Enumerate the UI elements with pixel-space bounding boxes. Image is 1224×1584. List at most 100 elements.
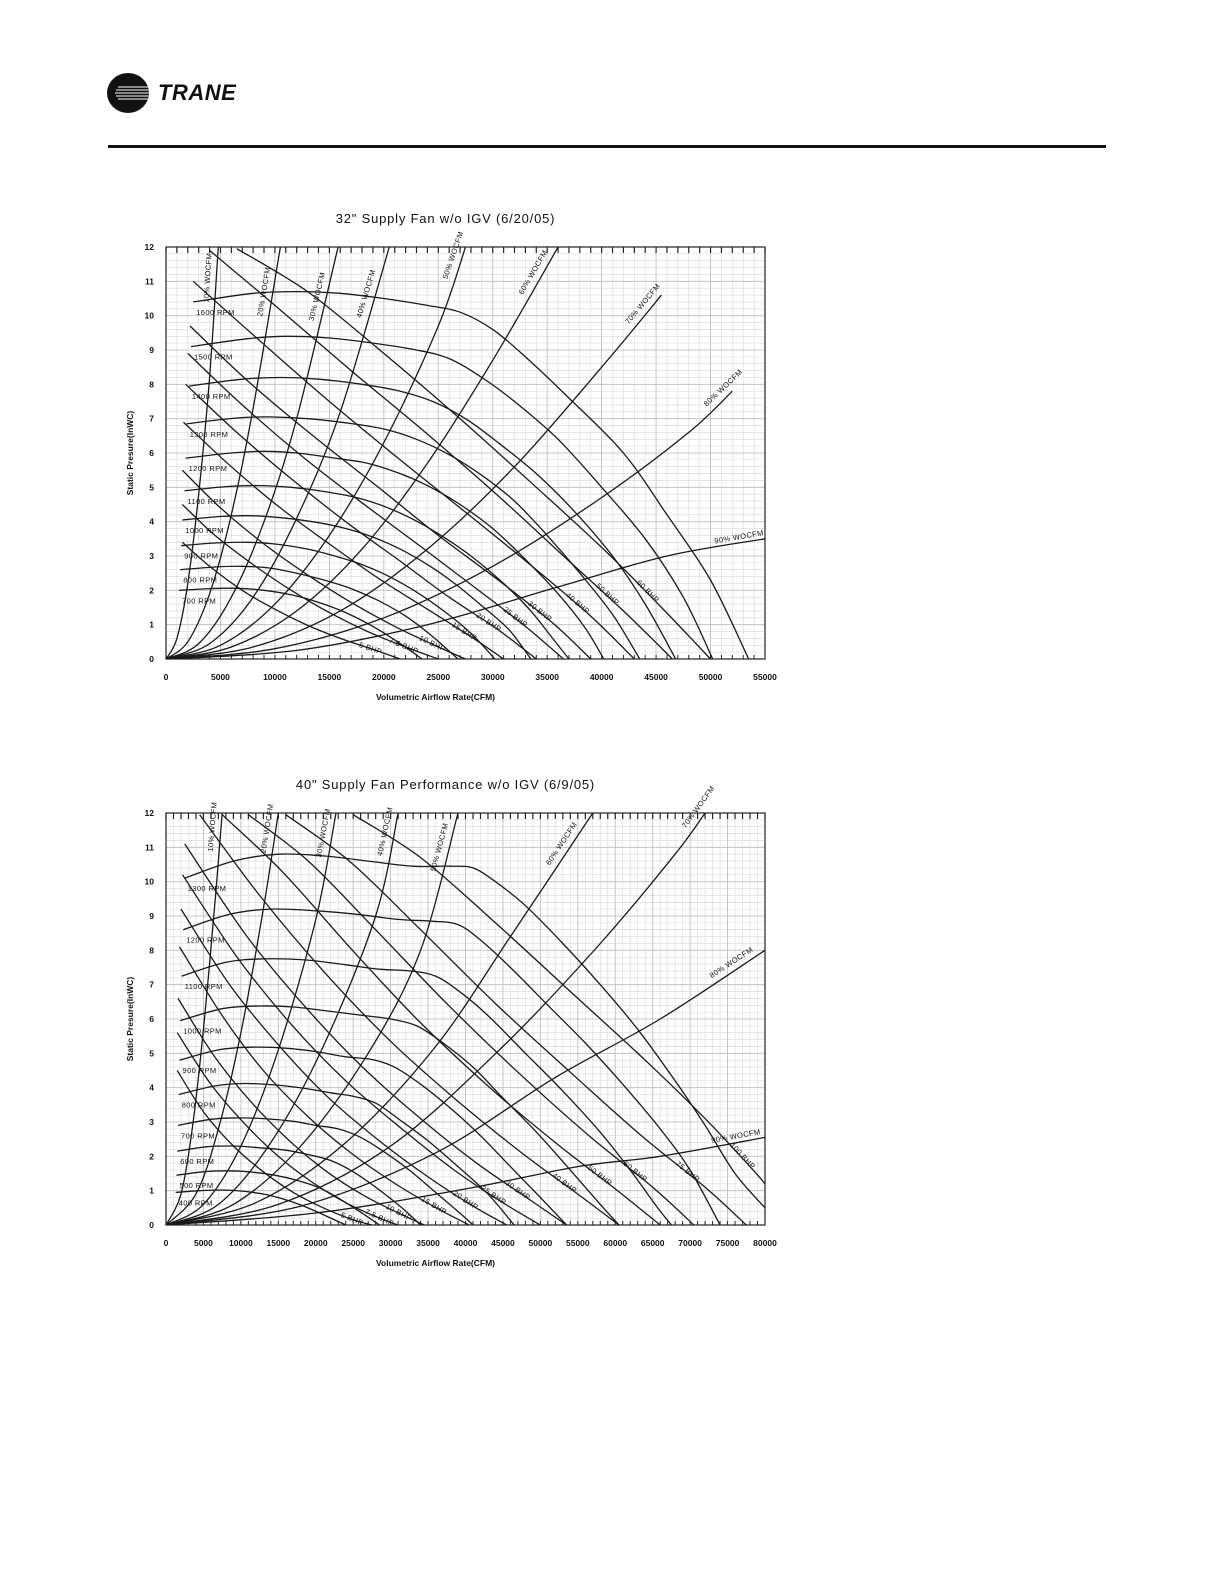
x-tick-label: 20000: [372, 672, 396, 682]
curve-70-wocfm: [166, 813, 706, 1225]
curve-40-wocfm: [166, 813, 399, 1225]
label-800-rpm: 800 RPM: [183, 576, 217, 585]
label-900-rpm: 900 RPM: [183, 1066, 217, 1075]
curve-800-rpm: [180, 565, 459, 659]
label-1300-rpm: 1300 RPM: [190, 430, 229, 439]
trane-logo-icon: [107, 73, 149, 113]
label-1600-rpm: 1600 RPM: [196, 308, 235, 317]
x-tick-label: 0: [164, 672, 169, 682]
x-tick-label: 80000: [753, 1238, 777, 1248]
label-10-wocfm: 10% WOCFM: [206, 801, 219, 851]
y-tick-label: 5: [149, 482, 154, 492]
y-tick-label: 10: [145, 311, 155, 321]
curve-1300-rpm: [186, 416, 641, 659]
x-axis-label: Volumetric Airflow Rate(CFM): [376, 692, 495, 702]
label-1100-rpm: 1100 RPM: [188, 497, 226, 506]
curve-1500-rpm: [190, 335, 714, 659]
curve-900-rpm: [179, 1046, 568, 1225]
curve-80-wocfm: [166, 949, 765, 1225]
curve-900-rpm: [181, 541, 496, 659]
curve-60-bhp: [248, 814, 695, 1225]
label-400-rpm: 400 RPM: [179, 1198, 213, 1207]
chart-40in-supply-fan: 40" Supply Fan Performance w/o IGV (6/9/…: [0, 766, 1224, 1326]
y-tick-label: 9: [149, 911, 154, 921]
x-tick-label: 20000: [304, 1238, 328, 1248]
curve-10-bhp: [181, 469, 466, 659]
curve-1400-rpm: [188, 376, 677, 659]
label-800-rpm: 800 RPM: [182, 1101, 216, 1110]
curve-100-bhp: [352, 814, 765, 1185]
label-700-rpm: 700 RPM: [181, 1131, 215, 1140]
curve-5-bhp: [176, 1070, 373, 1225]
label-40-bhp: 40 BHP: [564, 591, 591, 616]
curve-5-bhp: [181, 541, 401, 659]
curve-20-wocfm: [166, 813, 279, 1225]
curve-1100-rpm: [184, 484, 570, 659]
plot-frame: [165, 812, 766, 1226]
label-50-bhp: 50 BHP: [594, 581, 621, 607]
bhp-series: [176, 814, 765, 1225]
y-tick-label: 3: [149, 1117, 154, 1127]
y-tick-label: 6: [149, 1014, 154, 1024]
x-tick-label: 70000: [678, 1238, 702, 1248]
label-1000-rpm: 1000 RPM: [183, 1027, 222, 1036]
label-1000-rpm: 1000 RPM: [185, 526, 224, 535]
y-tick-label: 9: [149, 345, 154, 355]
x-tick-label: 35000: [416, 1238, 440, 1248]
x-tick-label: 60000: [603, 1238, 627, 1248]
label-1200-rpm: 1200 RPM: [189, 464, 228, 473]
label-80-wocfm: 80% WOCFM: [702, 367, 744, 408]
curve-800-rpm: [178, 1082, 515, 1225]
curve-30-bhp: [184, 843, 567, 1225]
curve-1000-rpm: [182, 515, 532, 659]
curve-40-bhp: [192, 280, 635, 659]
wocfm-series: [166, 247, 765, 659]
chart-title: 32" Supply Fan w/o IGV (6/20/05): [336, 211, 556, 226]
label-50-wocfm: 50% WOCFM: [441, 230, 466, 280]
curve-20-bhp: [185, 383, 537, 659]
x-tick-label: 40000: [590, 672, 614, 682]
x-tick-label: 55000: [566, 1238, 590, 1248]
curve-1100-rpm: [181, 958, 672, 1225]
x-tick-label: 5000: [211, 672, 230, 682]
label-500-rpm: 500 RPM: [180, 1181, 214, 1190]
curve-700-rpm: [177, 1117, 474, 1225]
curve-80-wocfm: [166, 390, 733, 659]
y-tick-label: 8: [149, 379, 154, 389]
curve-30-bhp: [189, 325, 592, 659]
x-tick-label: 10000: [263, 672, 287, 682]
chart-40in-svg: 40" Supply Fan Performance w/o IGV (6/9/…: [125, 777, 777, 1268]
x-tick-label: 25000: [341, 1238, 365, 1248]
y-tick-label: 5: [149, 1048, 154, 1058]
y-tick-label: 7: [149, 414, 154, 424]
x-axis-label: Volumetric Airflow Rate(CFM): [376, 1258, 495, 1268]
curve-40-bhp: [199, 814, 620, 1225]
curve-15-bhp: [178, 946, 470, 1225]
rpm-series: [179, 290, 750, 659]
curve-30-wocfm: [166, 247, 339, 659]
y-tick-label: 11: [145, 842, 154, 852]
curve-60-wocfm: [166, 247, 559, 659]
y-axis-label: Static Presure(InWC): [125, 411, 135, 496]
y-tick-label: 1: [149, 620, 154, 630]
header-rule: [108, 145, 1106, 148]
x-tick-label: 35000: [535, 672, 559, 682]
chart-32in-supply-fan: 32" Supply Fan w/o IGV (6/20/05) 0 5000 100…: [0, 200, 1224, 760]
y-tick-label: 0: [149, 1220, 154, 1230]
curve-1200-rpm: [183, 908, 721, 1225]
label-1300-rpm: 1300 RPM: [188, 884, 227, 893]
x-tick-label: 30000: [481, 672, 505, 682]
rpm-series-labels: 1600 RPM 1500 RPM 1400 RPM 1300 RPM 1200 RPM…: [182, 308, 235, 605]
curve-1600-rpm: [193, 290, 750, 659]
x-tick-label: 10000: [229, 1238, 253, 1248]
curve-1200-rpm: [185, 450, 605, 659]
y-tick-label: 10: [145, 877, 155, 887]
label-1100-rpm: 1100 RPM: [185, 982, 223, 991]
curve-60-wocfm: [166, 813, 594, 1225]
brand-name: TRANE: [158, 80, 237, 105]
y-tick-label: 11: [145, 276, 154, 286]
y-tick-label: 7: [149, 980, 154, 990]
rpm-series-labels: 1300 RPM 1200 RPM 1100 RPM 1000 RPM 900 RPM 8…: [179, 884, 227, 1207]
x-tick-label: 40000: [454, 1238, 478, 1248]
x-tick-label: 5000: [194, 1238, 213, 1248]
